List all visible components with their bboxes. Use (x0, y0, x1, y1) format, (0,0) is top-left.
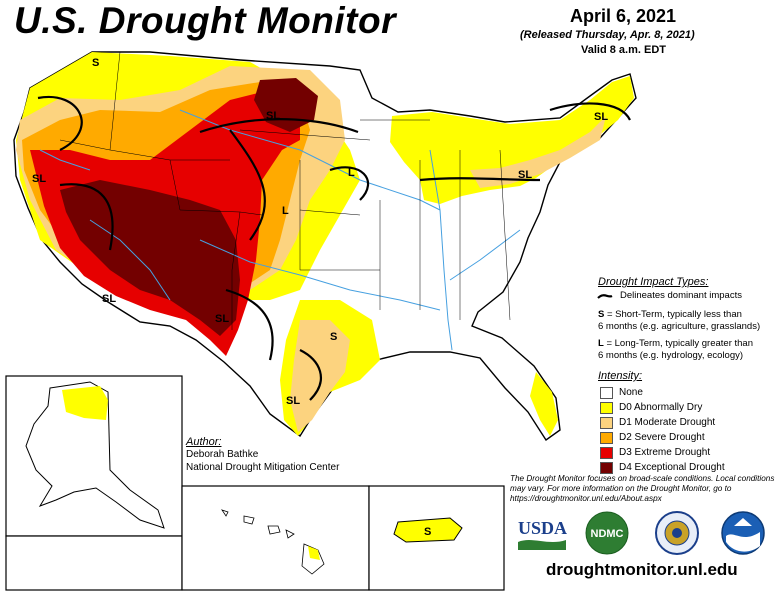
map-date: April 6, 2021 (570, 6, 677, 26)
website-url: droughtmonitor.unl.edu (546, 560, 738, 579)
hawaii-inset-frame (181, 485, 370, 591)
label-sl-montana: SL (266, 110, 280, 122)
label-sl-new-england: SL (594, 111, 608, 123)
legend-d0-swatch (600, 401, 613, 414)
legend-d0-label: D0 Abnormally Dry (619, 402, 703, 413)
label-sl-new-mexico: SL (215, 313, 229, 325)
label-l-colorado: L (282, 205, 289, 217)
map-title: U.S. Drought Monitor (14, 0, 396, 41)
alaska-lower-frame (5, 535, 183, 591)
d4-west (60, 180, 240, 336)
legend-d1-label: D1 Moderate Drought (619, 417, 716, 428)
author-org: National Drought Mitigation Center (186, 462, 340, 473)
legend-d3: D3 Extreme Drought (600, 446, 710, 459)
impact-delineates-text: Delineates dominant impacts (620, 290, 742, 301)
legend-d4-label: D4 Exceptional Drought (619, 462, 725, 473)
valid-time: Valid 8 a.m. EDT (581, 44, 666, 56)
alaska-shape (25, 381, 165, 529)
label-s-texas: S (330, 331, 337, 343)
legend-d2: D2 Severe Drought (600, 431, 705, 444)
impact-boundaries (37, 95, 631, 401)
release-date: (Released Thursday, Apr. 8, 2021) (520, 29, 695, 41)
label-s-puerto-rico: S (424, 526, 431, 538)
state-borders (59, 51, 511, 330)
impact-types-heading: Drought Impact Types: (598, 276, 709, 288)
legend-d3-swatch (600, 446, 613, 459)
impact-short-term: S = Short-Term, typically less than (598, 309, 742, 321)
impact-s-line2: 6 months (e.g. agriculture, grasslands) (598, 321, 761, 332)
hawaii-islands (221, 509, 325, 575)
commerce-seal-icon (654, 510, 700, 556)
impact-long-term: L = Long-Term, typically greater than (598, 338, 753, 350)
label-s-northwest: S (92, 57, 99, 69)
legend-d2-swatch (600, 431, 613, 444)
ndmc-logo-text: NDMC (591, 528, 624, 540)
disclaimer-note: The Drought Monitor focuses on broad-sca… (510, 474, 775, 503)
impact-s-code: S (598, 309, 605, 320)
label-sl-texas: SL (286, 395, 300, 407)
legend-none-label: None (619, 387, 643, 398)
noaa-seal-icon (720, 510, 766, 556)
legend-d4: D4 Exceptional Drought (600, 461, 725, 474)
label-sl-california: SL (32, 173, 46, 185)
impact-l-code: L (598, 338, 604, 349)
d0-great-lakes (390, 76, 634, 204)
d1-great-lakes (470, 116, 606, 188)
label-l-nebraska: L (348, 167, 355, 179)
ndmc-logo: NDMC (584, 510, 630, 556)
river-lines (39, 109, 521, 351)
legend-d1-swatch (600, 416, 613, 429)
legend-none: None (600, 386, 643, 399)
legend-d0: D0 Abnormally Dry (600, 401, 702, 414)
legend-d2-label: D2 Severe Drought (619, 432, 705, 443)
usda-logo-text: USDA (518, 518, 567, 538)
author-heading: Author: (186, 436, 222, 448)
author-name: Deborah Bathke (186, 449, 259, 460)
impact-l-line2: 6 months (e.g. hydrology, ecology) (598, 350, 744, 361)
legend-none-swatch (600, 386, 613, 399)
label-sl-arizona: SL (102, 293, 116, 305)
legend-d3-label: D3 Extreme Drought (619, 447, 711, 458)
legend-d4-swatch (600, 461, 613, 474)
puerto-rico-shape (393, 517, 463, 543)
intensity-heading: Intensity: (598, 370, 643, 382)
impact-s-line1: = Short-Term, typically less than (606, 309, 742, 320)
impact-line-sample (597, 294, 613, 299)
label-sl-michigan: SL (518, 169, 532, 181)
legend-d1: D1 Moderate Drought (600, 416, 715, 429)
d0-florida (530, 372, 558, 436)
hawaii-d0 (308, 546, 320, 560)
impact-l-line1: = Long-Term, typically greater than (606, 338, 753, 349)
usda-logo: USDA (516, 516, 568, 554)
alaska-d0 (62, 386, 108, 420)
